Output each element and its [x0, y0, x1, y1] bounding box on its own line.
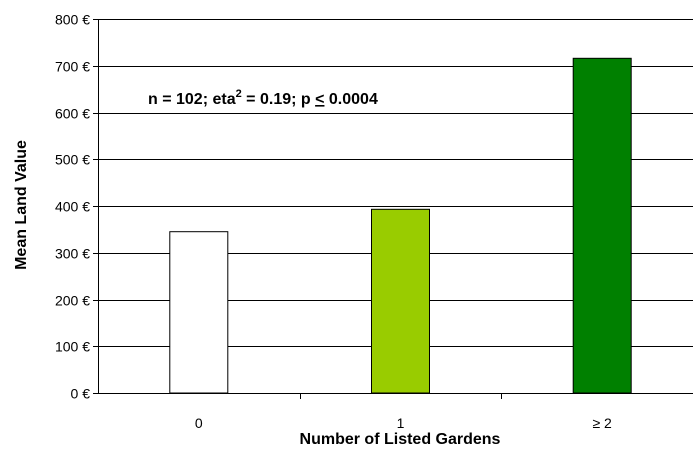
x-tick-labels: 0 1 ≥ 2	[195, 415, 612, 431]
y-tick-label: 400 €	[55, 199, 90, 215]
bars	[169, 57, 632, 394]
y-tick-label: 700 €	[55, 59, 90, 75]
bar-0	[169, 231, 229, 394]
y-tick-label: 0 €	[71, 386, 91, 402]
annotation-middle: = 0.19; p	[242, 91, 315, 108]
y-tick-label: 300 €	[55, 246, 90, 262]
y-tick-labels: 0 € 100 € 200 € 300 € 400 € 500 € 600 € 700 € 80…	[55, 12, 90, 402]
stats-annotation: n = 102; eta2 = 0.19; p < 0.0004	[148, 88, 378, 108]
annotation-superscript: 2	[236, 88, 242, 100]
bar-2	[572, 57, 632, 394]
y-tick-label: 600 €	[55, 106, 90, 122]
bar-1	[371, 208, 430, 394]
axes	[93, 19, 693, 399]
x-axis-title: Number of Listed Gardens	[300, 431, 501, 448]
annotation-prefix: n = 102; eta	[148, 91, 236, 108]
y-tick-label: 800 €	[55, 12, 90, 28]
y-axis-title: Mean Land Value	[13, 140, 30, 270]
annotation-underlined: <	[315, 91, 324, 108]
y-tick-label: 500 €	[55, 152, 90, 168]
y-tick-label: 100 €	[55, 339, 90, 355]
x-tick-label: 1	[397, 415, 405, 431]
annotation-suffix: 0.0004	[324, 91, 377, 108]
x-tick-label: ≥ 2	[592, 415, 612, 431]
x-tick-label: 0	[195, 415, 203, 431]
y-tick-label: 200 €	[55, 293, 90, 309]
